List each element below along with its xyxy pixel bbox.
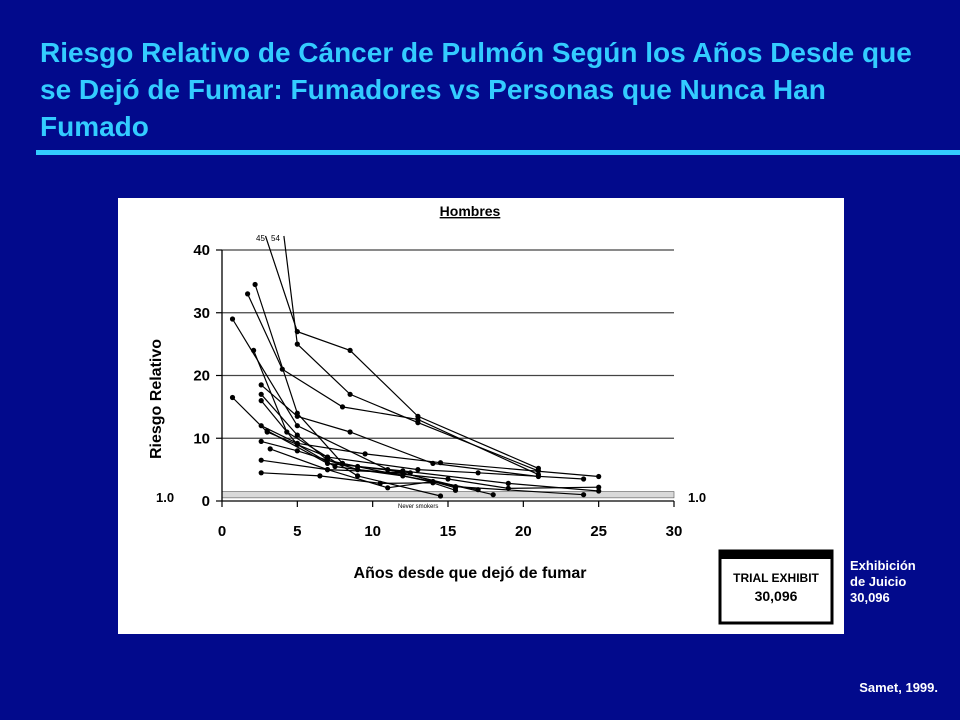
series-15-point-2 [324,467,331,473]
series-3-point-4 [490,492,496,498]
series-12-point-4 [505,480,511,486]
x-tick-label-0: 0 [218,523,226,540]
series-6-point-1 [251,347,257,353]
x-axis-label: Años desde que dejó de fumar [354,565,587,582]
series-11-point-6 [581,476,587,482]
lung-cancer-risk-chart: 0 5 10 15 20 25 30 0 10 20 30 40 Hombres Años desde… [148,203,706,582]
series-13-point-2 [294,448,300,454]
series-10-point-3 [362,451,368,457]
series-14-point-1 [267,446,273,452]
series-1-point-3 [347,347,353,353]
series-14-point-3 [400,470,406,476]
x-tick-label-5: 5 [293,523,301,540]
y-tick-label-30: 30 [193,305,210,322]
chart-title: Hombres [440,203,501,219]
truncated-label-54: 54 [271,234,280,243]
slide-title: Riesgo Relativo de Cáncer de Pulmón Segú… [40,37,912,142]
series-16-point-5 [452,487,459,493]
chart-panel: 0 5 10 15 20 25 30 0 10 20 30 40 Hombres Años desde… [118,198,844,634]
series-7-point-1 [258,382,264,388]
series-3-point-2 [294,423,300,429]
series-12-point-1 [264,428,270,434]
series-14-point-5 [581,492,587,498]
series-16-point-3 [377,480,383,486]
series-4-point-3 [339,404,346,410]
series-line-2 [283,235,539,472]
series-7-point-2 [294,413,300,419]
never-smokers-label: Never smokers [398,504,438,510]
series-11-point-5 [475,470,481,476]
series-4-point-4 [415,416,421,422]
citation: Samet, 1999. [859,680,938,695]
exhibit-stamp-number: 30,096 [755,588,798,604]
series-13-point-6 [596,484,602,490]
series-line-11 [232,397,584,480]
exhibit-stamp-label: TRIAL EXHIBIT [733,571,819,585]
y-tick-label-40: 40 [193,242,210,259]
series-10-point-4 [437,460,444,466]
title-divider [36,150,960,155]
series-13-point-1 [258,438,264,444]
trial-exhibit-stamp: TRIAL EXHIBIT 30,096 [710,547,842,631]
series-11-point-3 [324,454,331,460]
y-tick-label-0: 0 [202,493,210,510]
x-tick-label-15: 15 [440,523,457,540]
x-tick-label-25: 25 [590,523,607,540]
series-11-point-1 [229,394,236,401]
series-layer [229,235,602,499]
series-15-point-3 [385,485,391,491]
exhibit-caption-line-1: Exhibición [850,558,916,573]
y-tick-label-20: 20 [193,368,210,385]
never-smokers-band [221,491,675,499]
series-10-point-5 [596,473,602,480]
x-tick-label-20: 20 [515,523,532,540]
series-12-point-2 [324,460,331,466]
series-6-point-4 [355,473,361,479]
series-9-point-1 [258,398,264,404]
reference-label-right: 1.0 [688,490,706,505]
trial-exhibit-frame: TRIAL EXHIBIT 30,096 [718,549,834,625]
series-6-point-5 [437,493,444,499]
series-15-point-1 [258,457,264,463]
series-11-point-4 [415,467,421,473]
exhibit-caption-line-2: de Juicio [850,574,907,589]
exhibit-caption: Exhibición de Juicio 30,096 [850,558,950,606]
grid-layer [221,249,675,499]
x-tick-label-10: 10 [364,523,381,540]
series-16-point-4 [430,480,436,486]
y-tick-label-10: 10 [193,430,210,447]
y-axis-label: Riesgo Relativo [148,339,165,459]
series-line-8 [260,393,411,474]
x-tick-label-30: 30 [666,523,683,540]
series-line-4 [247,293,539,476]
series-2-point-2 [294,341,300,347]
axis-layer: 0 5 10 15 20 25 30 0 10 20 30 40 [193,242,682,540]
truncated-label-45: 45 [256,234,265,243]
series-3-point-1 [229,316,236,322]
series-4-point-1 [245,291,251,297]
series-16-point-1 [258,470,264,476]
reference-label-left: 1.0 [156,490,174,505]
series-13-point-4 [445,476,451,482]
series-9-point-3 [332,463,338,470]
series-2-point-3 [347,391,353,397]
exhibit-caption-line-3: 30,096 [850,590,890,605]
series-8-point-2 [294,432,300,438]
series-8-point-1 [258,391,264,397]
series-12-point-5 [596,488,602,494]
series-7-point-3 [347,429,353,435]
series-5-point-1 [252,281,258,288]
series-16-point-2 [317,473,323,479]
